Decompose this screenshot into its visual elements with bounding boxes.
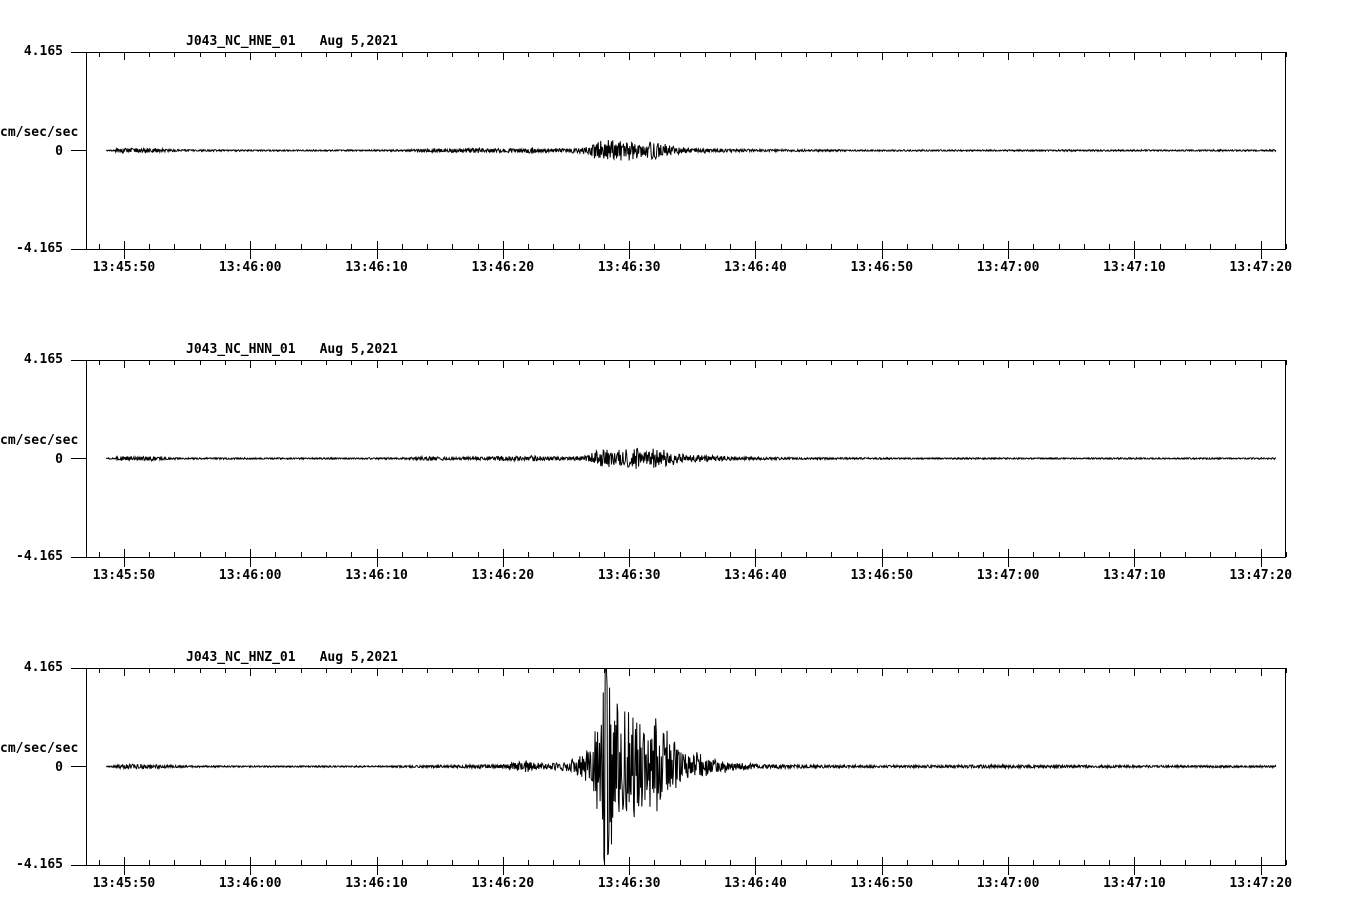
panel-title: J043_NC_HNE_01 Aug 5,2021 bbox=[186, 35, 398, 48]
station-channel-label: J043_NC_HNN_01 bbox=[186, 342, 296, 357]
x-tick-label: 13:45:50 bbox=[92, 568, 156, 583]
x-tick-label: 13:46:40 bbox=[724, 260, 787, 275]
y-tick-label-min: -4.165 bbox=[16, 549, 63, 564]
y-axis-units-label: cm/sec/sec bbox=[0, 741, 79, 756]
y-tick-label-zero: 0 bbox=[55, 144, 63, 159]
seismic-trace bbox=[106, 668, 1277, 864]
x-tick-label: 13:46:30 bbox=[597, 876, 661, 891]
panel-title: J043_NC_HNZ_01 Aug 5,2021 bbox=[186, 651, 398, 664]
x-tick-label: 13:46:00 bbox=[218, 568, 282, 583]
x-tick-label: 13:46:50 bbox=[850, 876, 914, 891]
panel-hne: J043_NC_HNE_01 Aug 5,2021 4.165 cm/sec/se… bbox=[0, 0, 1358, 308]
x-tick-label: 13:47:10 bbox=[1103, 876, 1166, 891]
seismic-trace bbox=[105, 447, 1277, 469]
x-tick-label: 13:46:40 bbox=[724, 876, 787, 891]
x-tick-label: 13:47:10 bbox=[1103, 260, 1166, 275]
seismic-trace bbox=[105, 139, 1277, 161]
waveform-plot-hnz bbox=[71, 668, 1287, 875]
station-channel-label: J043_NC_HNZ_01 bbox=[186, 650, 296, 665]
x-tick-label: 13:47:20 bbox=[1229, 568, 1293, 583]
x-tick-label: 13:46:10 bbox=[345, 568, 408, 583]
x-tick-label: 13:46:00 bbox=[218, 876, 282, 891]
date-label: Aug 5,2021 bbox=[319, 34, 398, 49]
x-tick-label: 13:47:20 bbox=[1229, 876, 1293, 891]
y-tick-label-max: 4.165 bbox=[23, 660, 63, 675]
panel-hnn: J043_NC_HNN_01 Aug 5,2021 4.165 cm/sec/se… bbox=[0, 308, 1358, 616]
y-tick-label-min: -4.165 bbox=[16, 241, 63, 256]
x-tick-label: 13:46:20 bbox=[471, 876, 535, 891]
x-tick-label: 13:46:20 bbox=[471, 260, 535, 275]
x-tick-label: 13:46:10 bbox=[345, 260, 408, 275]
x-tick-label: 13:47:00 bbox=[976, 260, 1040, 275]
station-channel-label: J043_NC_HNE_01 bbox=[186, 34, 296, 49]
x-tick-label: 13:46:30 bbox=[597, 568, 661, 583]
date-label: Aug 5,2021 bbox=[319, 342, 398, 357]
x-tick-label: 13:46:50 bbox=[850, 260, 914, 275]
x-tick-label: 13:47:00 bbox=[976, 568, 1040, 583]
x-tick-label: 13:46:00 bbox=[218, 260, 282, 275]
y-tick-label-max: 4.165 bbox=[23, 352, 63, 367]
x-tick-label: 13:46:20 bbox=[471, 568, 535, 583]
x-tick-label: 13:46:40 bbox=[724, 568, 787, 583]
x-tick-label: 13:46:30 bbox=[597, 260, 661, 275]
x-tick-label: 13:47:20 bbox=[1229, 260, 1293, 275]
x-tick-label: 13:45:50 bbox=[92, 876, 156, 891]
waveform-plot-hne bbox=[71, 52, 1287, 259]
y-tick-label-zero: 0 bbox=[55, 452, 63, 467]
y-axis-units-label: cm/sec/sec bbox=[0, 433, 79, 448]
x-tick-label: 13:45:50 bbox=[92, 260, 156, 275]
x-tick-label: 13:46:10 bbox=[345, 876, 408, 891]
waveform-plot-hnn bbox=[71, 360, 1287, 567]
y-tick-label-min: -4.165 bbox=[16, 857, 63, 872]
panel-hnz: J043_NC_HNZ_01 Aug 5,2021 4.165 cm/sec/se… bbox=[0, 616, 1358, 924]
x-tick-label: 13:46:50 bbox=[850, 568, 914, 583]
x-tick-label: 13:47:10 bbox=[1103, 568, 1166, 583]
panel-title: J043_NC_HNN_01 Aug 5,2021 bbox=[186, 343, 398, 356]
y-tick-label-max: 4.165 bbox=[23, 44, 63, 59]
y-tick-label-zero: 0 bbox=[55, 760, 63, 775]
y-axis-units-label: cm/sec/sec bbox=[0, 125, 79, 140]
date-label: Aug 5,2021 bbox=[319, 650, 398, 665]
x-tick-label: 13:47:00 bbox=[976, 876, 1040, 891]
